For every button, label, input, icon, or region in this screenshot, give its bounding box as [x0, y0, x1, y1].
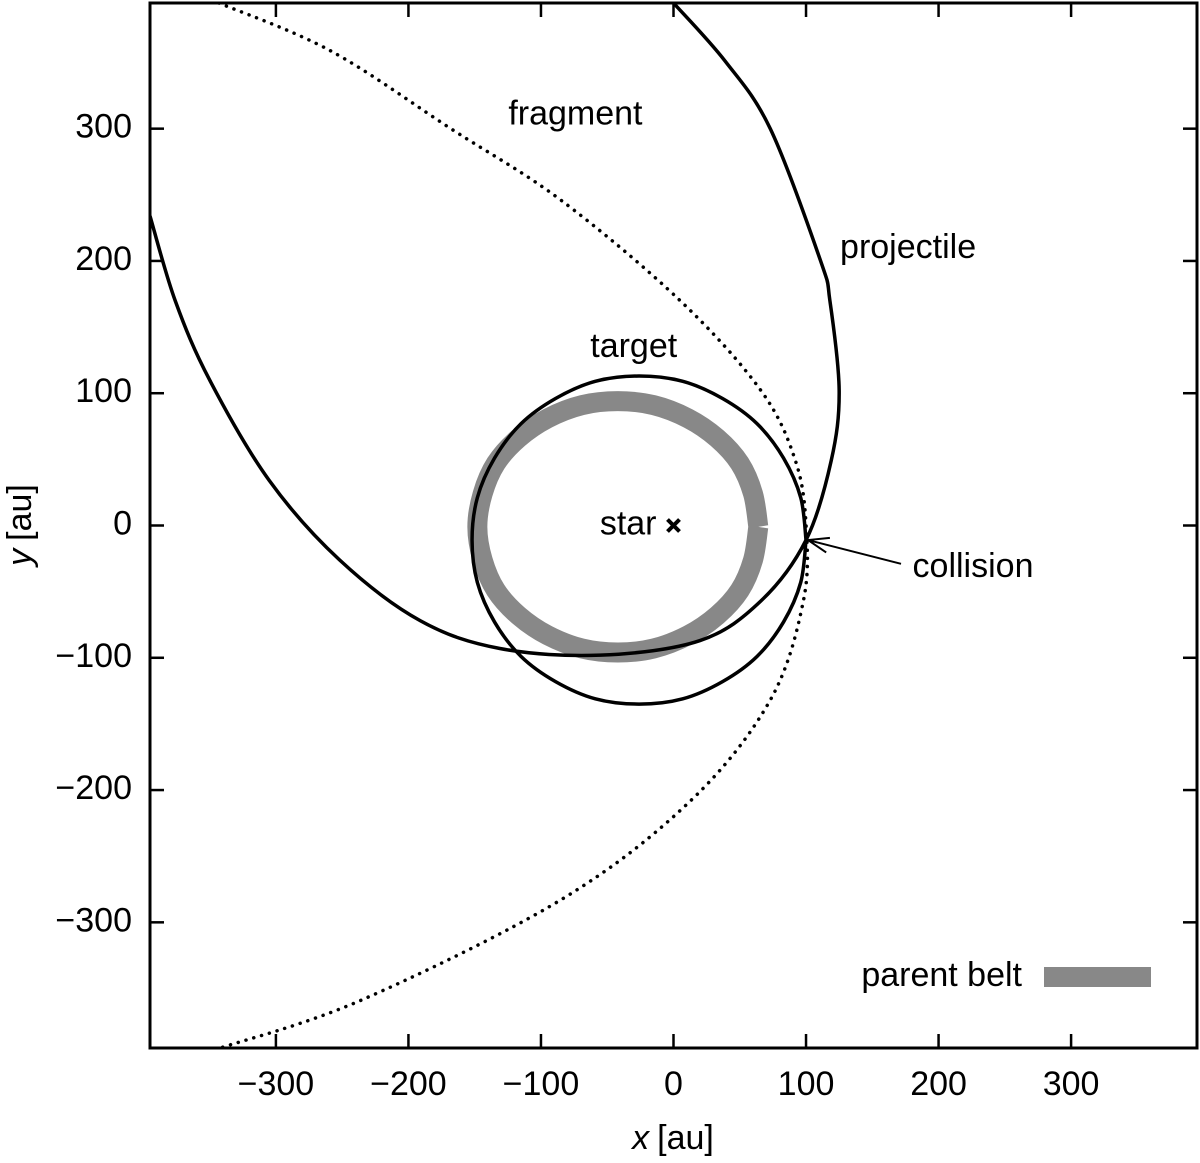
- y-tick-label: 100: [75, 372, 132, 410]
- star-marker: [666, 518, 681, 533]
- x-tick-label: −200: [370, 1065, 447, 1103]
- star-label: star: [600, 504, 657, 542]
- x-tick-label: 300: [1043, 1065, 1100, 1103]
- orbit-line: [470, 374, 808, 706]
- x-axis-title: x [au]: [630, 1119, 714, 1157]
- y-tick-label: 200: [75, 240, 132, 278]
- y-axis-unit: [au]: [1, 484, 39, 541]
- orbit-line: [467, 391, 769, 663]
- y-tick-label: 300: [75, 108, 132, 146]
- annotation: fragment: [508, 94, 643, 132]
- y-tick-label: −100: [55, 637, 132, 675]
- orbit-line: [150, 3, 841, 658]
- legend-label: parent belt: [861, 956, 1022, 994]
- annotation: target: [590, 327, 677, 365]
- x-tick-label: −300: [238, 1065, 315, 1103]
- y-tick-label: −300: [55, 901, 132, 939]
- orbit-line: [217, 3, 810, 1048]
- annotation: collision: [913, 547, 1034, 585]
- plot-area: [150, 3, 841, 1048]
- x-tick-label: 0: [664, 1065, 683, 1103]
- star-cross: [666, 518, 681, 533]
- x-tick-label: −100: [503, 1065, 580, 1103]
- y-tick-label: 0: [113, 504, 132, 542]
- x-tick-label: 200: [910, 1065, 967, 1103]
- x-axis-unit: [au]: [657, 1119, 714, 1157]
- annotation-arrow: [805, 536, 902, 565]
- y-axis-title: y [au]: [1, 484, 39, 568]
- x-axis-var: x: [630, 1119, 650, 1157]
- y-axis-var: y: [1, 547, 39, 568]
- annotation: projectile: [840, 228, 976, 266]
- x-tick-label: 100: [778, 1065, 835, 1103]
- y-tick-label: −200: [55, 769, 132, 807]
